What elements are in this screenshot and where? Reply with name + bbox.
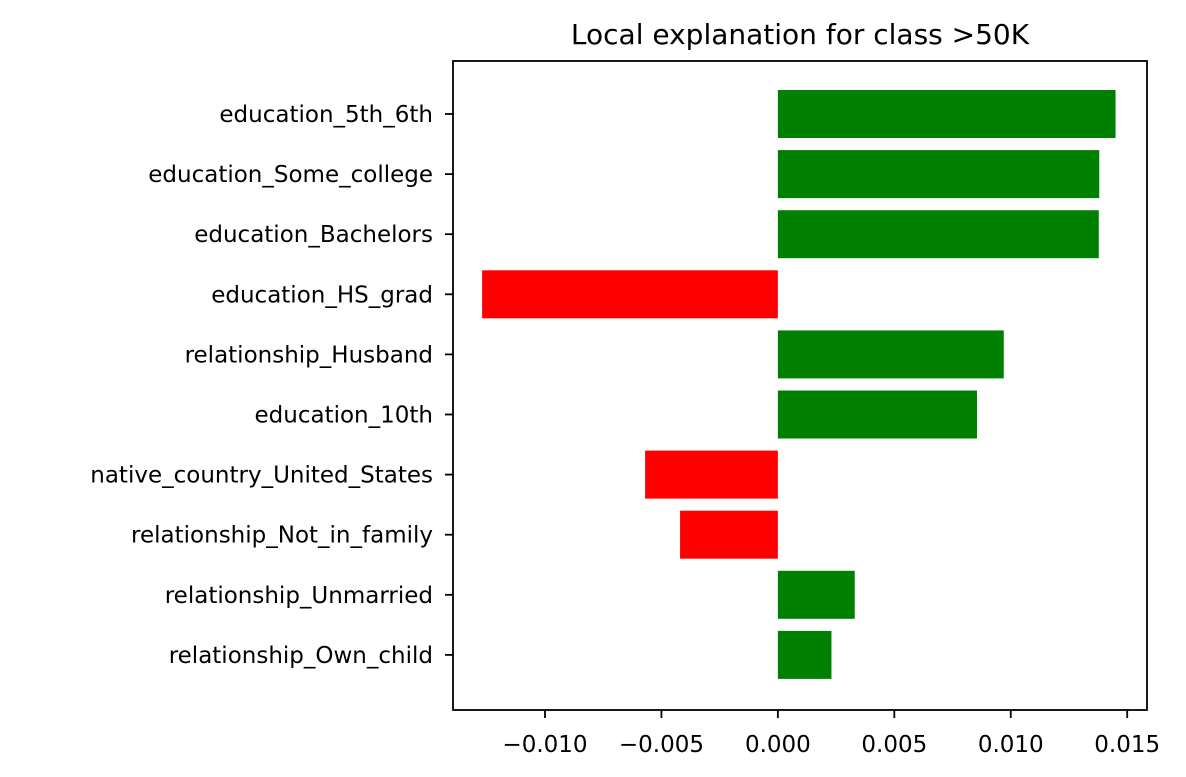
y-tick-label: relationship_Own_child [169,643,433,669]
bar-native_country_United_States [645,450,778,499]
y-tick-label: native_country_United_States [90,463,433,489]
plot-frame [452,60,1148,711]
y-tick-label: relationship_Unmarried [165,583,433,609]
bar-relationship_Unmarried [777,570,855,619]
bar-education_10th [777,390,977,439]
y-tick-label: education_HS_grad [211,282,433,308]
x-tick-label: 0.010 [978,732,1044,758]
y-axis: education_5th_6th education_Some_collegee… [90,102,453,669]
bars [482,90,1116,679]
bar-education_Some_college [777,150,1100,199]
x-tick-label: 0.005 [861,732,927,758]
bar-education_Bachelors [777,210,1099,259]
y-tick-label: education_10th [255,403,434,429]
bar-education_HS_grad [482,270,778,319]
bar-relationship_Not_in_family [680,510,778,559]
bar-relationship_Husband [777,330,1004,379]
y-tick-label: education_Some_college [148,162,433,188]
bar-education_5th_6th [777,90,1116,138]
chart-title: Local explanation for class >50K [571,18,1030,51]
x-tick-label: −0.010 [502,732,587,758]
bar-relationship_Own_child [777,630,832,679]
y-tick-label: relationship_Not_in_family [131,523,433,549]
x-axis: −0.010 −0.005 0.000 0.005 0.010 0.015 [502,710,1160,758]
x-tick-label: −0.005 [619,732,704,758]
y-tick-label: relationship_Husband [185,342,433,368]
x-tick-label: 0.000 [745,732,811,758]
x-tick-label: 0.015 [1094,732,1160,758]
y-tick-label: education_5th_6th [219,102,433,128]
y-tick-label: education_Bachelors [194,222,433,248]
